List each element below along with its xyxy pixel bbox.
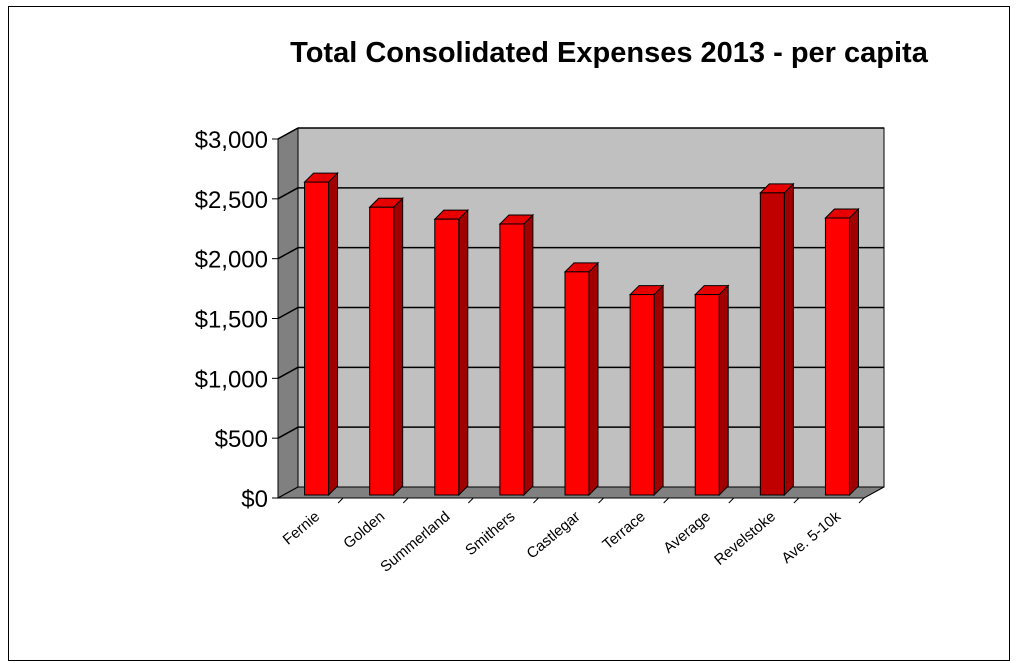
x-tick-mark: [337, 497, 344, 504]
bar: [694, 284, 730, 497]
y-tick-label: $3,000: [195, 127, 268, 154]
x-tick-label: Fernie: [280, 508, 324, 548]
y-tick-label: $0: [241, 486, 268, 513]
bar-side: [328, 171, 339, 497]
bar-side: [523, 213, 534, 497]
bar-front: [824, 217, 850, 496]
x-tick-mark: [663, 497, 670, 504]
bar-front: [629, 294, 655, 496]
bar-front: [759, 192, 785, 496]
x-tick-mark: [728, 497, 735, 504]
x-tick-label: Terrace: [599, 508, 648, 553]
x-tick-label: Ave. 5-10k: [778, 508, 844, 567]
bar-front: [499, 223, 525, 496]
x-tick-label: Average: [660, 508, 714, 557]
gridline-side: [277, 127, 299, 140]
gridline-side: [277, 426, 299, 439]
bar: [824, 207, 860, 497]
bar-side: [393, 197, 404, 497]
bar-side: [458, 208, 469, 497]
bar: [563, 261, 600, 497]
bar: [628, 284, 665, 497]
x-tick-label: Revelstoke: [711, 508, 779, 569]
bar-side: [718, 284, 729, 497]
x-tick-mark: [793, 497, 800, 504]
x-tick-mark: [467, 497, 474, 504]
x-tick-mark: [402, 497, 409, 504]
bar-front: [304, 181, 330, 496]
bar: [303, 171, 339, 497]
x-tick-label: Summerland: [377, 508, 453, 576]
chart-title: Total Consolidated Expenses 2013 - per c…: [290, 37, 928, 69]
bar-side: [783, 182, 794, 497]
bar: [498, 213, 535, 497]
gridline-side: [277, 247, 299, 260]
gridline-side: [277, 306, 299, 320]
y-tick-label: $1,000: [195, 366, 268, 393]
bar-side: [588, 261, 599, 497]
y-tick-label: $2,000: [195, 247, 268, 274]
x-tick-label: Smithers: [462, 508, 518, 559]
x-tick-mark: [598, 497, 604, 504]
x-tick-label: Golden: [340, 508, 388, 552]
y-tick-label: $500: [215, 426, 268, 453]
x-tick-label: Castlegar: [523, 508, 583, 562]
x-tick-mark: [858, 497, 865, 504]
bar-front: [694, 294, 720, 496]
y-tick-label: $1,500: [195, 307, 268, 334]
bar-front: [564, 271, 590, 496]
x-tick-mark: [533, 497, 539, 504]
bar-side: [848, 207, 859, 497]
bar-front: [369, 206, 395, 496]
bar: [433, 208, 469, 497]
gridline-side: [277, 187, 299, 200]
bar: [759, 182, 795, 497]
y-tick-label: $2,500: [195, 187, 268, 214]
bar-front: [434, 218, 460, 496]
bar-side: [653, 284, 664, 497]
gridline-side: [277, 366, 299, 379]
bar: [368, 197, 404, 497]
